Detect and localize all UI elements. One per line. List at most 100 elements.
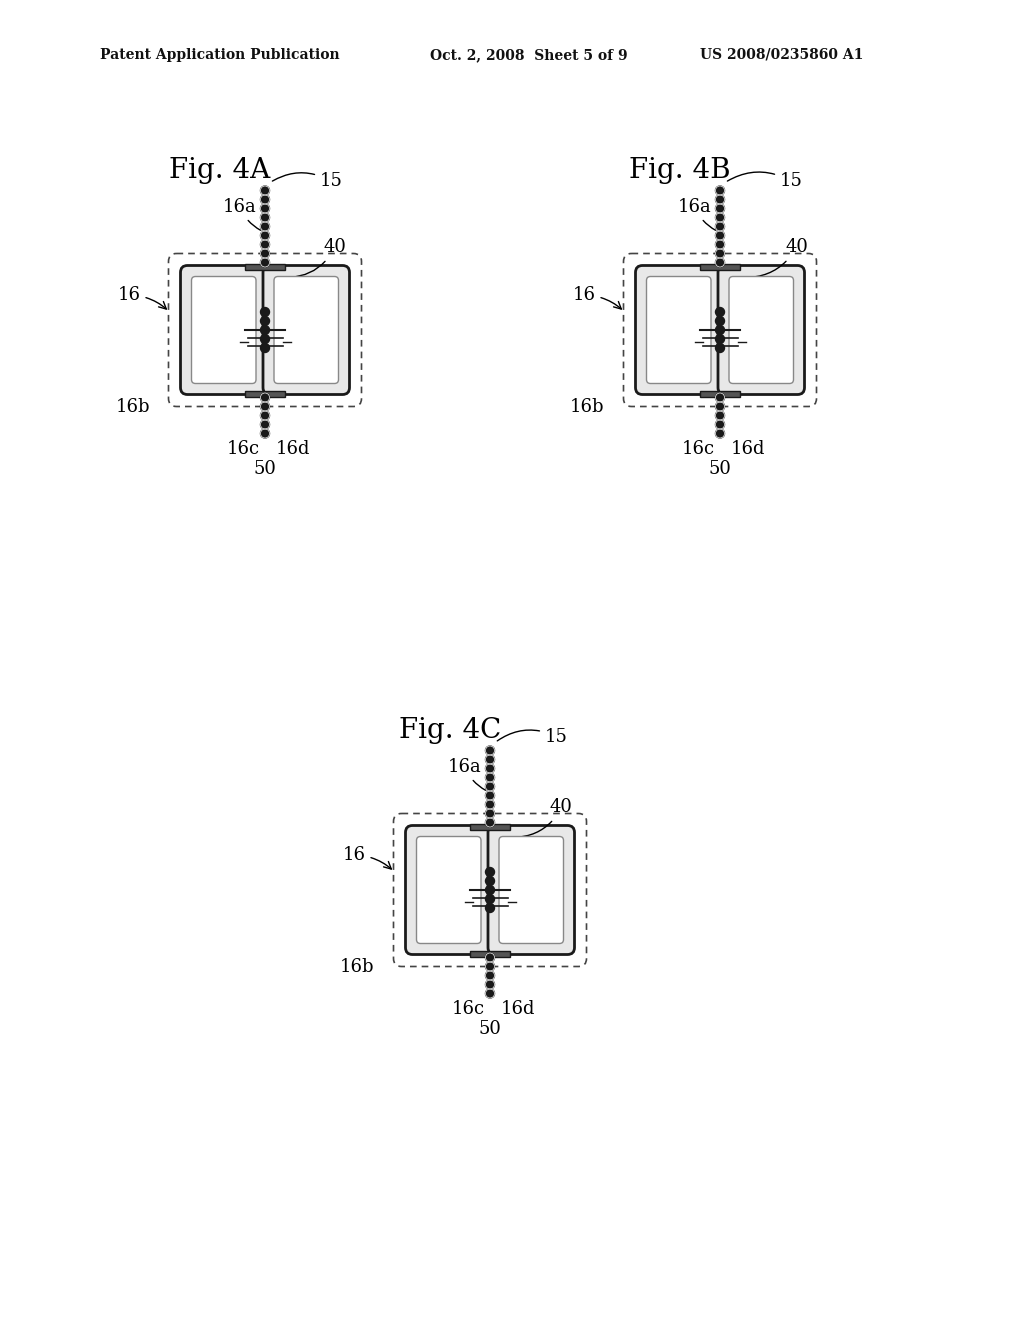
Circle shape xyxy=(260,240,269,249)
FancyBboxPatch shape xyxy=(274,276,339,384)
Circle shape xyxy=(716,343,725,352)
Circle shape xyxy=(716,186,725,195)
Bar xyxy=(245,264,285,269)
FancyBboxPatch shape xyxy=(488,825,574,954)
Text: 16c: 16c xyxy=(226,440,259,458)
Circle shape xyxy=(716,334,725,343)
FancyBboxPatch shape xyxy=(636,265,722,395)
FancyBboxPatch shape xyxy=(191,276,256,384)
Circle shape xyxy=(260,429,269,438)
Circle shape xyxy=(716,257,725,267)
Text: US 2008/0235860 A1: US 2008/0235860 A1 xyxy=(700,48,863,62)
Circle shape xyxy=(260,186,269,195)
Circle shape xyxy=(485,979,495,989)
Circle shape xyxy=(485,953,495,962)
Text: 50: 50 xyxy=(709,459,731,478)
Circle shape xyxy=(716,317,725,326)
Circle shape xyxy=(260,420,269,429)
Circle shape xyxy=(485,989,495,998)
Text: 16a: 16a xyxy=(449,758,485,791)
Circle shape xyxy=(485,867,495,876)
Text: 16b: 16b xyxy=(340,958,375,977)
FancyBboxPatch shape xyxy=(729,276,794,384)
Circle shape xyxy=(485,876,495,886)
Text: 16: 16 xyxy=(572,286,622,309)
Circle shape xyxy=(260,411,269,420)
Circle shape xyxy=(716,249,725,257)
Circle shape xyxy=(716,308,725,317)
FancyBboxPatch shape xyxy=(417,837,481,944)
Circle shape xyxy=(260,334,269,343)
Bar xyxy=(700,391,740,396)
Circle shape xyxy=(260,393,269,403)
Circle shape xyxy=(485,972,495,979)
Text: 16b: 16b xyxy=(116,399,150,417)
Circle shape xyxy=(260,308,269,317)
Circle shape xyxy=(260,317,269,326)
Text: 16c: 16c xyxy=(681,440,715,458)
Circle shape xyxy=(716,420,725,429)
Circle shape xyxy=(485,895,495,903)
Circle shape xyxy=(485,774,495,781)
Text: 16: 16 xyxy=(342,846,391,869)
Circle shape xyxy=(716,222,725,231)
Circle shape xyxy=(485,962,495,972)
Circle shape xyxy=(260,249,269,257)
Circle shape xyxy=(716,195,725,205)
Circle shape xyxy=(716,393,725,403)
FancyBboxPatch shape xyxy=(406,825,492,954)
Bar xyxy=(470,824,510,829)
FancyBboxPatch shape xyxy=(180,265,267,395)
Circle shape xyxy=(716,411,725,420)
Circle shape xyxy=(485,791,495,800)
Circle shape xyxy=(260,195,269,205)
Circle shape xyxy=(260,343,269,352)
Circle shape xyxy=(485,755,495,764)
Circle shape xyxy=(716,231,725,240)
Text: 16d: 16d xyxy=(501,999,536,1018)
Circle shape xyxy=(260,213,269,222)
Circle shape xyxy=(260,231,269,240)
Text: 50: 50 xyxy=(478,1019,502,1038)
Text: Fig. 4A: Fig. 4A xyxy=(169,157,270,183)
Text: 16b: 16b xyxy=(570,399,605,417)
Text: 16d: 16d xyxy=(731,440,765,458)
Circle shape xyxy=(716,205,725,213)
Circle shape xyxy=(716,213,725,222)
Text: 16: 16 xyxy=(118,286,166,309)
Circle shape xyxy=(485,903,495,912)
Text: Patent Application Publication: Patent Application Publication xyxy=(100,48,340,62)
Text: 40: 40 xyxy=(515,799,572,837)
Circle shape xyxy=(485,781,495,791)
Circle shape xyxy=(260,205,269,213)
Circle shape xyxy=(485,809,495,818)
Text: 50: 50 xyxy=(254,459,276,478)
Circle shape xyxy=(485,746,495,755)
Circle shape xyxy=(716,240,725,249)
Circle shape xyxy=(716,403,725,411)
FancyBboxPatch shape xyxy=(263,265,349,395)
Text: 16c: 16c xyxy=(452,999,484,1018)
Text: 16a: 16a xyxy=(678,198,716,230)
Circle shape xyxy=(716,429,725,438)
Circle shape xyxy=(260,257,269,267)
Circle shape xyxy=(260,222,269,231)
Bar xyxy=(470,950,510,957)
FancyBboxPatch shape xyxy=(718,265,805,395)
Text: Fig. 4B: Fig. 4B xyxy=(629,157,731,183)
FancyBboxPatch shape xyxy=(499,837,563,944)
Text: 16d: 16d xyxy=(275,440,310,458)
Circle shape xyxy=(485,886,495,895)
Bar xyxy=(700,264,740,269)
Bar xyxy=(245,391,285,396)
FancyBboxPatch shape xyxy=(646,276,711,384)
Text: 40: 40 xyxy=(744,239,808,277)
Circle shape xyxy=(485,818,495,828)
Text: Oct. 2, 2008  Sheet 5 of 9: Oct. 2, 2008 Sheet 5 of 9 xyxy=(430,48,628,62)
Text: Fig. 4C: Fig. 4C xyxy=(399,717,501,743)
Text: 15: 15 xyxy=(498,727,568,746)
Circle shape xyxy=(485,800,495,809)
Text: 15: 15 xyxy=(272,173,343,190)
Circle shape xyxy=(260,403,269,411)
Circle shape xyxy=(260,326,269,334)
